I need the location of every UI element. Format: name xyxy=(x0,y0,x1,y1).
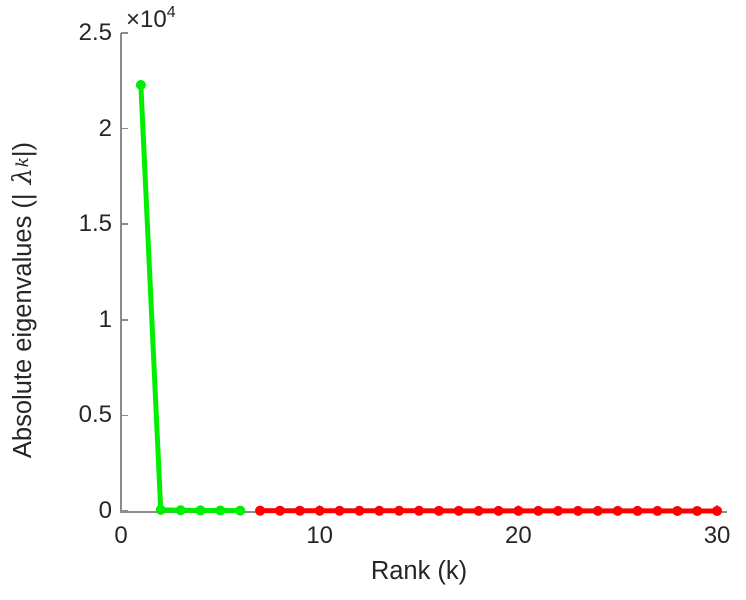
data-point-marker xyxy=(592,505,603,516)
plot-area: 0 0.5 1 1.5 2 2.5 0 10 20 30 xyxy=(79,19,731,549)
exponent-power: 4 xyxy=(166,4,176,21)
y-axis-tick xyxy=(121,414,128,417)
exponent-base: ×10 xyxy=(126,5,167,33)
data-point-marker xyxy=(294,505,305,516)
data-point-marker xyxy=(314,505,325,516)
x-axis-tick-label: 20 xyxy=(505,522,532,549)
data-point-marker xyxy=(354,505,365,516)
y-axis-tick-label: 2 xyxy=(98,114,112,142)
data-point-marker xyxy=(692,505,703,516)
y-axis-exponent: ×104 xyxy=(126,5,176,32)
data-point-marker xyxy=(155,504,166,515)
data-point-marker xyxy=(334,505,345,516)
series-line xyxy=(138,82,243,514)
data-point-marker xyxy=(572,505,583,516)
data-series-layer xyxy=(135,80,723,516)
data-point-marker xyxy=(672,505,683,516)
data-point-marker xyxy=(433,505,444,516)
data-point-marker xyxy=(235,505,246,516)
y-axis-label-suffix: |) xyxy=(8,141,37,158)
data-point-marker xyxy=(473,505,484,516)
data-point-marker xyxy=(712,505,723,516)
x-axis-tick-label: 0 xyxy=(114,522,128,549)
data-point-marker xyxy=(255,505,266,516)
data-point-marker xyxy=(652,505,663,516)
x-axis-label: Rank (k) xyxy=(370,557,468,585)
x-axis-tick-label: 10 xyxy=(306,522,334,549)
x-axis-tick-label: 30 xyxy=(703,522,731,549)
data-point-marker xyxy=(632,505,643,516)
data-series xyxy=(255,505,723,516)
data-point-marker xyxy=(612,505,623,516)
y-axis-tick xyxy=(121,32,128,34)
y-axis-tick xyxy=(121,510,128,512)
y-axis-tick xyxy=(121,127,128,130)
data-series xyxy=(135,80,246,516)
data-point-marker xyxy=(274,505,285,516)
data-point-marker xyxy=(414,505,425,516)
data-point-marker xyxy=(493,505,504,516)
y-axis-tick-label: 1 xyxy=(98,305,112,333)
data-point-marker xyxy=(135,80,146,91)
lambda-subscript: k xyxy=(13,157,33,168)
y-axis-tick-label: 1.5 xyxy=(78,210,112,238)
data-point-marker xyxy=(175,505,186,516)
y-axis-label: Absolute eigenvalues (| λ k |) xyxy=(0,0,46,600)
data-point-marker xyxy=(453,505,464,516)
y-axis-tick xyxy=(121,223,128,225)
data-point-marker xyxy=(195,505,206,516)
lambda-symbol: λ xyxy=(8,167,38,185)
data-point-marker xyxy=(374,505,385,516)
data-point-marker xyxy=(513,505,524,516)
y-axis-tick-label: 0.5 xyxy=(78,401,112,429)
data-point-marker xyxy=(394,505,405,516)
y-axis-tick xyxy=(121,319,128,321)
data-point-marker xyxy=(533,505,544,516)
y-axis-label-prefix: Absolute eigenvalues (| xyxy=(8,193,37,459)
y-axis-tick-label: 0 xyxy=(98,497,112,524)
data-point-marker xyxy=(215,505,226,516)
data-point-marker xyxy=(553,505,564,516)
y-axis-tick-label: 2.5 xyxy=(78,19,112,46)
y-axis-line xyxy=(120,33,122,512)
x-axis-tick xyxy=(120,505,122,512)
